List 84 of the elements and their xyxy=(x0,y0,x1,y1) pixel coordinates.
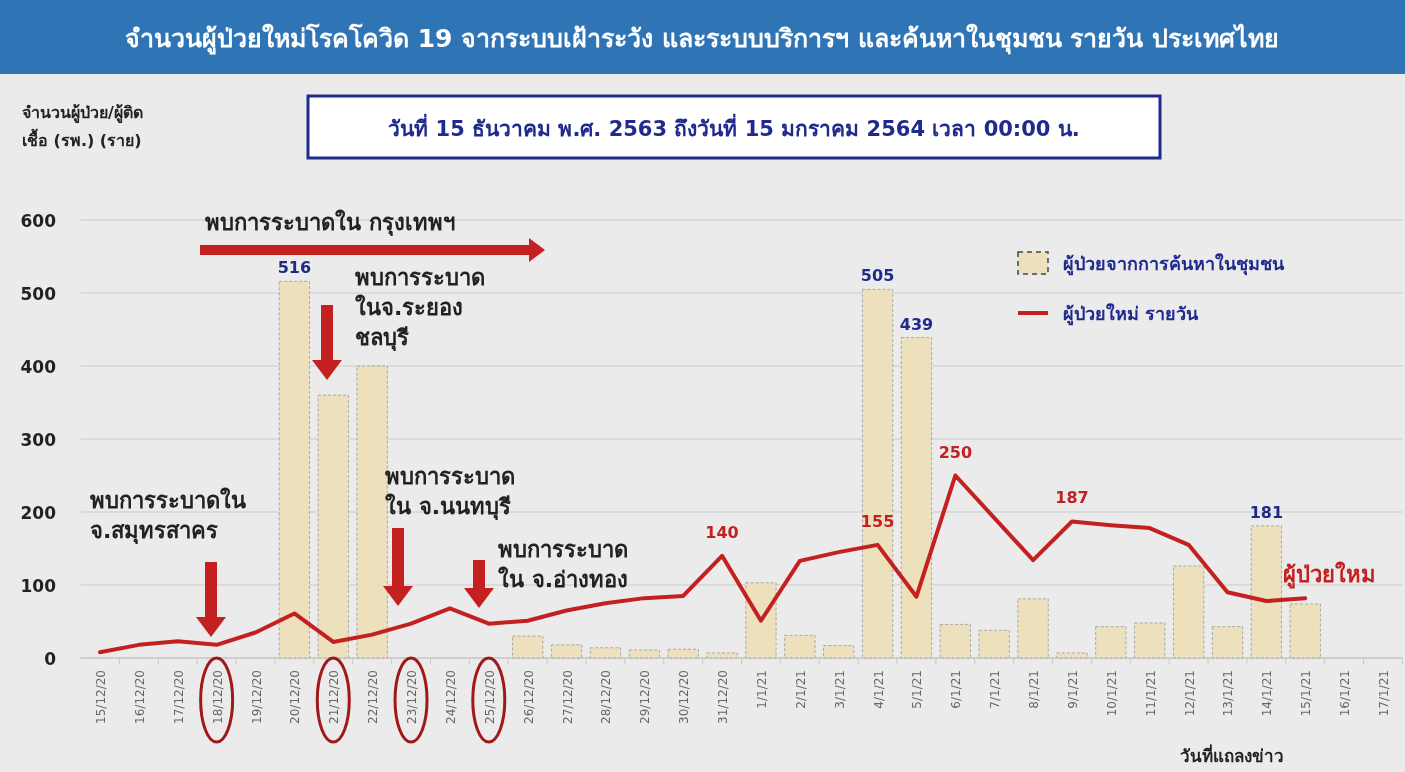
bar xyxy=(512,635,544,659)
x-tick-label: 2/1/21 xyxy=(793,670,808,709)
data-label: 155 xyxy=(860,511,895,531)
x-tick-label: 14/1/21 xyxy=(1260,670,1275,717)
bar xyxy=(1134,622,1166,659)
x-tick-label: 6/1/21 xyxy=(949,670,964,709)
x-axis-title: วันที่แถลงข่าว xyxy=(1180,744,1284,766)
x-tick-label: 26/12/20 xyxy=(521,670,536,724)
x-tick-label: 4/1/21 xyxy=(871,670,886,709)
x-tick-label: 17/1/21 xyxy=(1377,670,1391,717)
bar xyxy=(1289,603,1321,659)
bar xyxy=(1056,652,1088,659)
chart-subtitle: วันที่ 15 ธันวาคม พ.ศ. 2563 ถึงวันที่ 15 มกราคม 2564 เวลา 00:00 น. xyxy=(388,113,1080,141)
x-tick-label: 13/1/21 xyxy=(1221,670,1236,717)
x-tick-label: 23/12/20 xyxy=(405,670,420,724)
annotation: พบการระบาดใน กรุงเทพฯ xyxy=(205,209,455,237)
x-tick-label: 10/1/21 xyxy=(1104,670,1119,717)
x-tick-label: 27/12/20 xyxy=(560,670,575,724)
x-tick-label: 19/12/20 xyxy=(249,670,264,724)
x-tick-label: 7/1/21 xyxy=(988,670,1003,709)
x-tick-label: 16/1/21 xyxy=(1338,670,1353,717)
bar xyxy=(278,280,311,659)
x-tick-label: 28/12/20 xyxy=(599,670,614,724)
x-tick-label: 30/12/20 xyxy=(677,670,692,724)
x-tick-label: 15/12/20 xyxy=(94,670,108,724)
y-tick-label: 300 xyxy=(20,430,57,450)
x-tick-label: 20/12/20 xyxy=(288,670,303,724)
x-tick-label: 31/12/20 xyxy=(716,670,731,724)
bar xyxy=(628,649,660,659)
bar xyxy=(900,337,933,659)
data-label: 439 xyxy=(899,314,934,334)
bar xyxy=(667,648,699,659)
bar xyxy=(1095,626,1127,659)
x-tick-label: 21/12/20 xyxy=(327,670,342,724)
x-tick-label: 11/1/21 xyxy=(1143,670,1158,717)
data-label: 250 xyxy=(938,442,973,462)
annotation: ผู้ป่วยใหม xyxy=(1283,561,1376,589)
chart-title: จำนวนผู้ป่วยใหม่โรคโควิด 19 จากระบบเฝ้าระวัง และระบบบริการฯ และค้นหาในชุมชน รายวัน ประเทศไทย xyxy=(124,23,1280,55)
bar xyxy=(550,644,583,659)
data-label: 181 xyxy=(1249,502,1284,522)
annotation: พบการระบาด ใน จ.นนทบุรี xyxy=(385,464,515,521)
data-label: 140 xyxy=(705,522,739,542)
bar xyxy=(745,582,777,659)
x-tick-label: 1/1/21 xyxy=(754,670,769,709)
bar xyxy=(589,647,622,659)
x-tick-label: 25/12/20 xyxy=(482,670,497,724)
bar xyxy=(1172,565,1205,659)
bar xyxy=(1017,598,1049,659)
x-tick-label: 8/1/21 xyxy=(1027,670,1042,709)
x-tick-label: 3/1/21 xyxy=(832,670,847,709)
y-tick-label: 500 xyxy=(20,284,57,304)
bar xyxy=(823,645,855,659)
annotation: พบการระบาด ใน จ.อ่างทอง xyxy=(498,537,629,592)
x-tick-label: 17/12/20 xyxy=(171,670,186,724)
x-tick-label: 12/1/21 xyxy=(1182,670,1197,717)
data-label: 187 xyxy=(1055,488,1089,508)
y-tick-label: 400 xyxy=(20,357,57,377)
x-tick-label: 15/1/21 xyxy=(1299,670,1314,717)
data-label: 516 xyxy=(277,258,312,278)
x-tick-label: 16/12/20 xyxy=(132,670,147,724)
x-tick-label: 24/12/20 xyxy=(443,670,458,724)
annotation: พบการระบาดใน จ.สมุทรสาคร xyxy=(90,487,246,545)
y-axis-title: จำนวนผู้ป่วย/ผู้ติดเชื้อ (รพ.) (ราย) xyxy=(22,103,143,150)
y-tick-label: 600 xyxy=(20,211,57,231)
x-tick-label: 18/12/20 xyxy=(210,670,225,724)
x-tick-label: 5/1/21 xyxy=(910,670,925,709)
y-tick-label: 100 xyxy=(20,576,57,596)
bar xyxy=(784,634,816,659)
x-tick-label: 22/12/20 xyxy=(366,670,381,724)
y-tick-label: 200 xyxy=(20,503,57,523)
y-tick-label: 0 xyxy=(44,649,57,669)
bar xyxy=(978,629,1010,659)
x-tick-label: 9/1/21 xyxy=(1065,670,1080,709)
annotation: พบการระบาด ในจ.ระยอง ชลบุรี xyxy=(355,265,485,352)
legend-label: ผู้ป่วยจากการค้นหาในชุมชน xyxy=(1063,253,1285,276)
bar xyxy=(1211,626,1244,659)
data-label: 505 xyxy=(860,266,895,286)
x-tick-label: 29/12/20 xyxy=(638,670,653,724)
legend-label: ผู้ป่วยใหม่ รายวัน xyxy=(1063,303,1200,326)
bar xyxy=(939,623,971,659)
bar xyxy=(706,652,738,659)
bar xyxy=(1250,525,1283,659)
bar xyxy=(861,288,894,659)
bar xyxy=(317,394,349,659)
